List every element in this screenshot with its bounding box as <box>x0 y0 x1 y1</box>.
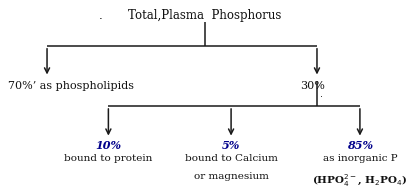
Text: (HPO$_4^{2-}$, H$_2$PO$_4$): (HPO$_4^{2-}$, H$_2$PO$_4$) <box>312 172 407 189</box>
Text: or magnesium: or magnesium <box>193 172 269 181</box>
Text: 5%: 5% <box>222 140 240 151</box>
Text: bound to protein: bound to protein <box>64 154 153 163</box>
Text: 30%: 30% <box>301 81 326 91</box>
Text: 70%’ as phospholipids: 70%’ as phospholipids <box>8 81 134 91</box>
Text: bound to Calcium: bound to Calcium <box>184 154 278 163</box>
Text: 85%: 85% <box>347 140 373 151</box>
Text: .: . <box>98 9 102 22</box>
Text: as inorganic P: as inorganic P <box>323 154 397 163</box>
Text: Total,Plasma  Phosphorus: Total,Plasma Phosphorus <box>128 9 281 22</box>
Text: 10%: 10% <box>95 140 121 151</box>
Text: .: . <box>319 89 323 99</box>
